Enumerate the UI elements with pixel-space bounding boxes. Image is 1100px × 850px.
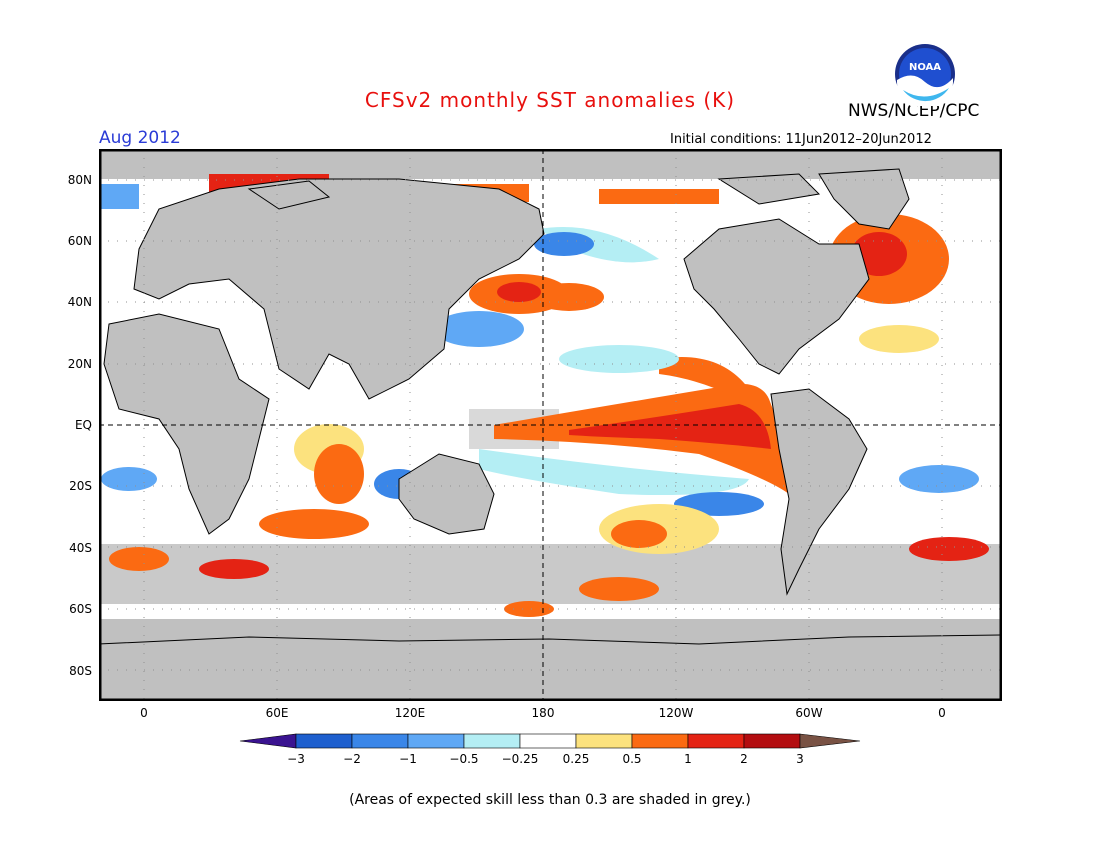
initial-conditions-label: Initial conditions: 11Jun2012–20Jun2012 [670,132,932,147]
anomaly-arctic-blue [101,184,139,209]
anomaly-north-pacific-core [497,282,541,302]
colorbar-swatch-1 [295,733,353,749]
colorbar-swatch-8 [687,733,745,749]
anomaly-north-pacific-east [534,283,604,311]
anomaly-pacific-core [569,404,771,449]
colorbar-tick-0-25: 0.25 [562,752,590,766]
anomaly-subtropical-cold [559,345,679,373]
land-svalbard [247,180,331,210]
anomaly-bering-core [534,232,594,256]
map-frame [99,149,1002,701]
anomaly-south-indian-red [199,559,269,579]
colorbar-tick-minus-0-5: −0.5 [449,752,479,766]
noaa-logo-sea [903,88,949,102]
lon-label-60w: 60W [795,706,823,720]
colorbar-tick-minus-1: −1 [399,752,417,766]
land-africa [103,313,270,535]
lon-label-0-west: 0 [140,706,148,720]
colorbar-swatch-4 [463,733,521,749]
colorbar-tick-0-5: 0.5 [622,752,642,766]
anomaly-south-pacific-warm-2 [579,577,659,601]
forecast-month-label: Aug 2012 [99,128,181,148]
land-south-america [770,388,868,596]
land-antarctica [101,634,1000,699]
colorbar-swatch-7 [631,733,689,749]
colorbar-tick-1: 1 [684,752,692,766]
land-eurasia [133,178,545,400]
anomaly-ne-pacific [659,357,749,399]
agency-label: NWS/NCEP/CPC [848,101,980,121]
land-australia [398,453,495,535]
colorbar-swatch-9 [743,733,801,749]
lon-label-60e: 60E [265,706,289,720]
land-north-america [683,218,870,375]
sst-anomaly-map [99,149,1002,701]
colorbar-swatch-5 [519,733,577,749]
anomaly-kuroshio-cold [434,311,524,347]
anomaly-south-pacific-cold [479,449,749,495]
anomaly-arctic-orange-2 [599,189,719,204]
anomaly-north-atlantic-yellow [859,325,939,353]
lat-label-40n: 40N [67,295,92,309]
lon-label-0-east: 0 [938,706,946,720]
colorbar-swatch-2 [351,733,409,749]
lat-label-80n: 80N [67,173,92,187]
noaa-logo-text: NOAA [909,62,941,73]
anomaly-south-pacific-warm-3 [504,601,554,617]
colorbar-arrow-high [799,733,861,749]
colorbar-tick-3: 3 [796,752,804,766]
colorbar-tick-minus-2: −2 [343,752,361,766]
graticule [101,151,1000,699]
anomaly-south-pacific-warm [611,520,667,548]
anomaly-west-atlantic-cold [101,467,157,491]
colorbar-tick-2: 2 [740,752,748,766]
lon-label-180: 180 [531,706,555,720]
anomaly-south-indian-warm [259,509,369,539]
anomaly-south-atlantic-cold [899,465,979,493]
noaa-logo: NOAA [895,44,955,106]
noaa-logo-wave [897,75,953,106]
map-title: CFSv2 monthly SST anomalies (K) [364,88,736,112]
lat-label-60s: 60S [69,602,92,616]
lon-label-120e: 120E [394,706,426,720]
lat-label-60n: 60N [67,234,92,248]
anomaly-indian-warm [314,444,364,504]
colorbar-swatch-6 [575,733,633,749]
land-arctic-archipelago [717,173,821,205]
colorbar-tick-minus-0-25: −0.25 [501,752,539,766]
anomaly-west-atlantic-warm [109,547,169,571]
colorbar [239,733,861,749]
lat-label-20n: 20N [67,357,92,371]
lat-label-40s: 40S [69,541,92,555]
skill-footnote: (Areas of expected skill less than 0.3 a… [349,792,751,808]
land-masses [101,168,1000,699]
colorbar-arrow-low [239,733,297,749]
colorbar-swatch-3 [407,733,465,749]
lon-label-120w: 120W [658,706,694,720]
lat-label-eq: EQ [74,418,92,432]
land-greenland [818,168,910,230]
anomaly-south-atlantic-warm [909,537,989,561]
colorbar-tick-minus-3: −3 [287,752,305,766]
lat-label-20s: 20S [69,479,92,493]
lat-label-80s: 80S [69,664,92,678]
